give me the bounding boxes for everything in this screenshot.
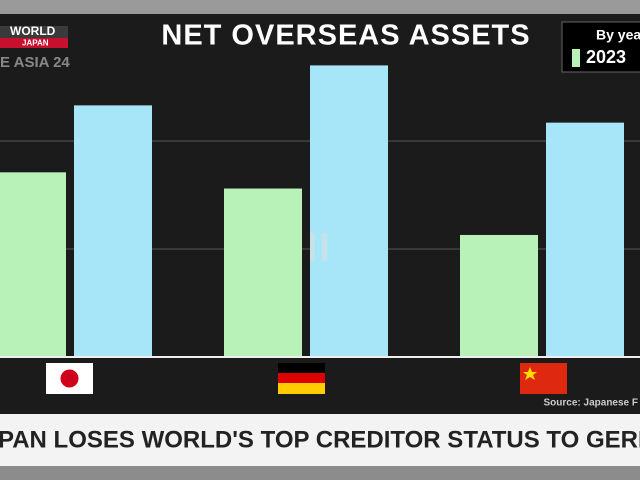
- logo-text: WORLD: [10, 24, 56, 38]
- headline: PAN LOSES WORLD'S TOP CREDITOR STATUS TO…: [0, 426, 640, 453]
- top-strip: [0, 0, 640, 14]
- flag-china: [520, 363, 567, 394]
- logo-sub-box: [0, 38, 68, 48]
- bar: [546, 122, 624, 357]
- channel-name: E ASIA 24: [0, 54, 70, 71]
- headline-band: [0, 414, 640, 466]
- bar: [0, 172, 66, 357]
- flag-star: [523, 367, 537, 380]
- flag-stripe: [278, 383, 325, 394]
- source-note: Source: Japanese F: [544, 398, 638, 409]
- legend-label: 2023: [586, 47, 626, 67]
- pause-icon: [322, 233, 327, 261]
- flag-germany: [278, 363, 325, 394]
- bar: [74, 105, 152, 357]
- pause-icon: [310, 233, 315, 261]
- flag-field: [520, 363, 567, 394]
- bar: [460, 234, 538, 357]
- flag-stripe: [278, 373, 325, 384]
- flag-japan: [46, 363, 93, 394]
- flag-stripe: [278, 363, 325, 374]
- chart-title: NET OVERSEAS ASSETS: [161, 20, 530, 52]
- logo-box: [0, 26, 68, 38]
- bar: [310, 65, 388, 358]
- legend-title: By yea: [596, 27, 640, 43]
- legend-swatch: [572, 49, 580, 67]
- logo-sub-text: JAPAN: [22, 39, 49, 48]
- bottom-strip: [0, 466, 640, 480]
- plot-area: [0, 65, 640, 358]
- bar: [224, 188, 302, 357]
- flag-disc: [60, 369, 79, 388]
